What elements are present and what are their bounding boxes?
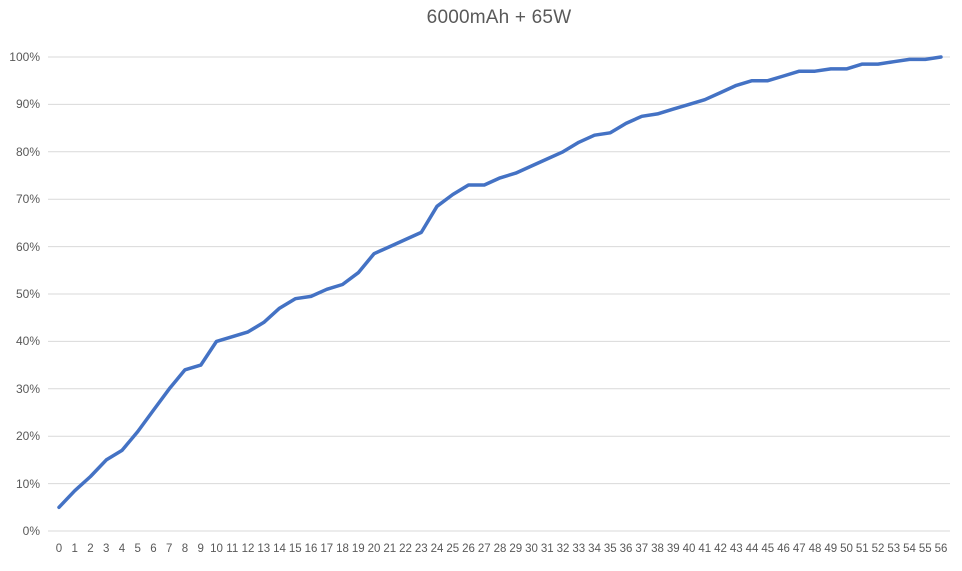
y-axis-tick-label: 60%	[15, 239, 40, 254]
x-axis-tick-label: 55	[918, 543, 932, 555]
x-axis-tick-label: 17	[320, 543, 334, 555]
x-axis-tick-label: 21	[383, 543, 397, 555]
x-axis-tick-label: 16	[304, 543, 318, 555]
x-axis-tick-label: 23	[414, 543, 428, 555]
x-axis-tick-label: 20	[367, 543, 381, 555]
y-axis: 0% 10% 20% 30% 40% 50% 60% 70% 80% 90% 100%	[0, 0, 42, 571]
x-axis-tick-label: 35	[603, 543, 617, 555]
y-axis-tick-label: 40%	[15, 334, 40, 349]
x-axis-tick-label: 44	[745, 543, 759, 555]
y-axis-tick-label: 100%	[9, 50, 40, 64]
x-axis-tick-label: 33	[572, 543, 586, 555]
x-axis-tick-label: 7	[166, 543, 173, 555]
y-axis-tick-label: 80%	[15, 144, 40, 159]
x-axis-tick-label: 8	[181, 543, 189, 555]
x-axis-tick-label: 42	[714, 543, 727, 555]
x-axis-tick-label: 15	[288, 543, 302, 555]
x-axis-tick-label: 32	[556, 543, 570, 555]
y-axis-tick-label: 0%	[22, 524, 40, 538]
x-axis-tick-label: 0	[55, 543, 63, 555]
x-axis-tick-label: 41	[698, 543, 712, 555]
x-axis-tick-label: 27	[477, 543, 491, 555]
x-axis-tick-label: 22	[399, 543, 412, 555]
x-axis-tick-label: 46	[777, 543, 790, 555]
y-axis-tick-label: 10%	[15, 476, 40, 491]
x-axis-tick-label: 49	[824, 543, 838, 555]
x-axis-tick-label: 26	[462, 543, 475, 555]
y-axis-tick-label: 30%	[15, 381, 40, 396]
x-axis-tick-label: 25	[446, 543, 460, 555]
x-axis-tick-label: 5	[134, 543, 141, 555]
x-axis-tick-label: 10	[210, 543, 223, 555]
x-axis-tick-label: 2	[87, 543, 94, 555]
x-axis-tick-label: 28	[493, 543, 507, 555]
y-axis-tick-label: 70%	[15, 192, 40, 207]
data-series-line	[57, 55, 943, 510]
x-axis-tick-label: 3	[103, 543, 110, 555]
x-axis-tick-label: 43	[729, 543, 743, 555]
x-axis-tick-label: 47	[792, 543, 806, 555]
x-axis-tick-label: 31	[540, 543, 554, 555]
x-axis-tick-label: 50	[840, 543, 853, 555]
y-axis-tick-label: 20%	[15, 429, 40, 444]
x-axis-tick-label: 40	[682, 543, 696, 555]
x-axis-tick-label: 34	[588, 543, 601, 555]
x-axis-tick-label: 36	[619, 543, 633, 555]
x-axis-tick-label: 29	[509, 543, 523, 555]
x-axis-tick-label: 14	[273, 543, 286, 555]
chart-title: 6000mAh + 65W	[426, 7, 572, 28]
x-axis-tick-label: 30	[525, 543, 538, 555]
x-axis-tick-label: 19	[351, 543, 365, 555]
x-axis-tick-label: 12	[241, 543, 255, 555]
x-axis-tick-label: 38	[651, 543, 664, 555]
x-axis-tick-label: 18	[336, 543, 349, 555]
y-axis-tick-label: 90%	[15, 97, 40, 112]
x-axis-tick-label: 1	[71, 543, 78, 555]
x-axis-tick-label: 56	[934, 543, 948, 555]
x-axis-tick-label: 4	[118, 543, 126, 555]
y-axis-tick-label: 50%	[15, 287, 40, 301]
x-axis-tick-label: 37	[635, 543, 649, 555]
x-axis-tick-label: 11	[226, 543, 239, 555]
x-axis-tick-label: 52	[871, 543, 885, 555]
x-axis-tick-label: 51	[855, 543, 869, 555]
x-axis-tick-label: 39	[666, 543, 680, 555]
x-axis-tick-label: 48	[808, 543, 822, 555]
x-axis-tick-label: 45	[761, 543, 775, 555]
x-axis-tick-label: 6	[150, 543, 157, 555]
x-axis: 0 1 2 3 4 5 6 7 8 9 10 11 12 13 14 15 16 17 18 19 20 21 22 23 24…	[0, 543, 962, 561]
x-axis-tick-label: 13	[257, 543, 271, 555]
x-axis-tick-label: 9	[197, 543, 204, 555]
x-axis-tick-label: 54	[903, 543, 916, 555]
x-axis-tick-label: 24	[430, 543, 444, 555]
x-axis-tick-label: 53	[887, 543, 901, 555]
